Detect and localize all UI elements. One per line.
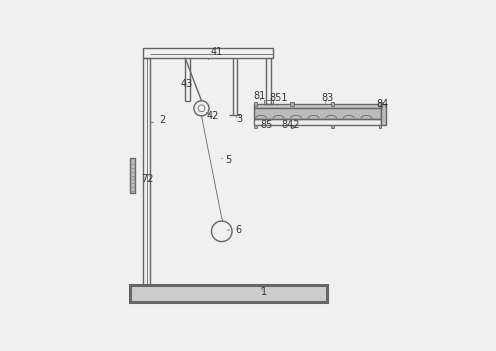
- Text: 84: 84: [376, 99, 389, 109]
- Text: 83: 83: [321, 93, 333, 103]
- Bar: [378, 102, 382, 106]
- Text: 41: 41: [208, 47, 223, 60]
- Text: 5: 5: [222, 155, 232, 165]
- Text: 85: 85: [260, 120, 272, 130]
- Bar: [253, 102, 257, 106]
- Text: 43: 43: [181, 79, 196, 89]
- Bar: [254, 108, 381, 119]
- Text: 72: 72: [135, 174, 154, 184]
- Bar: [381, 104, 386, 125]
- Bar: [290, 102, 294, 106]
- Bar: [130, 285, 327, 302]
- Bar: [130, 158, 135, 193]
- Bar: [378, 125, 381, 128]
- Text: 42: 42: [206, 112, 219, 121]
- Text: 851: 851: [269, 93, 288, 106]
- Bar: [143, 58, 150, 285]
- Text: 81: 81: [253, 91, 266, 101]
- Bar: [254, 104, 381, 108]
- Text: 2: 2: [151, 115, 166, 126]
- Bar: [264, 100, 273, 104]
- Text: 842: 842: [281, 120, 300, 130]
- Bar: [331, 125, 334, 128]
- Text: 1: 1: [260, 287, 267, 297]
- Bar: [331, 102, 334, 106]
- Text: 6: 6: [227, 225, 241, 235]
- Bar: [291, 125, 294, 128]
- Bar: [143, 47, 273, 58]
- Text: 3: 3: [236, 114, 243, 124]
- Bar: [254, 119, 381, 125]
- Bar: [254, 125, 257, 128]
